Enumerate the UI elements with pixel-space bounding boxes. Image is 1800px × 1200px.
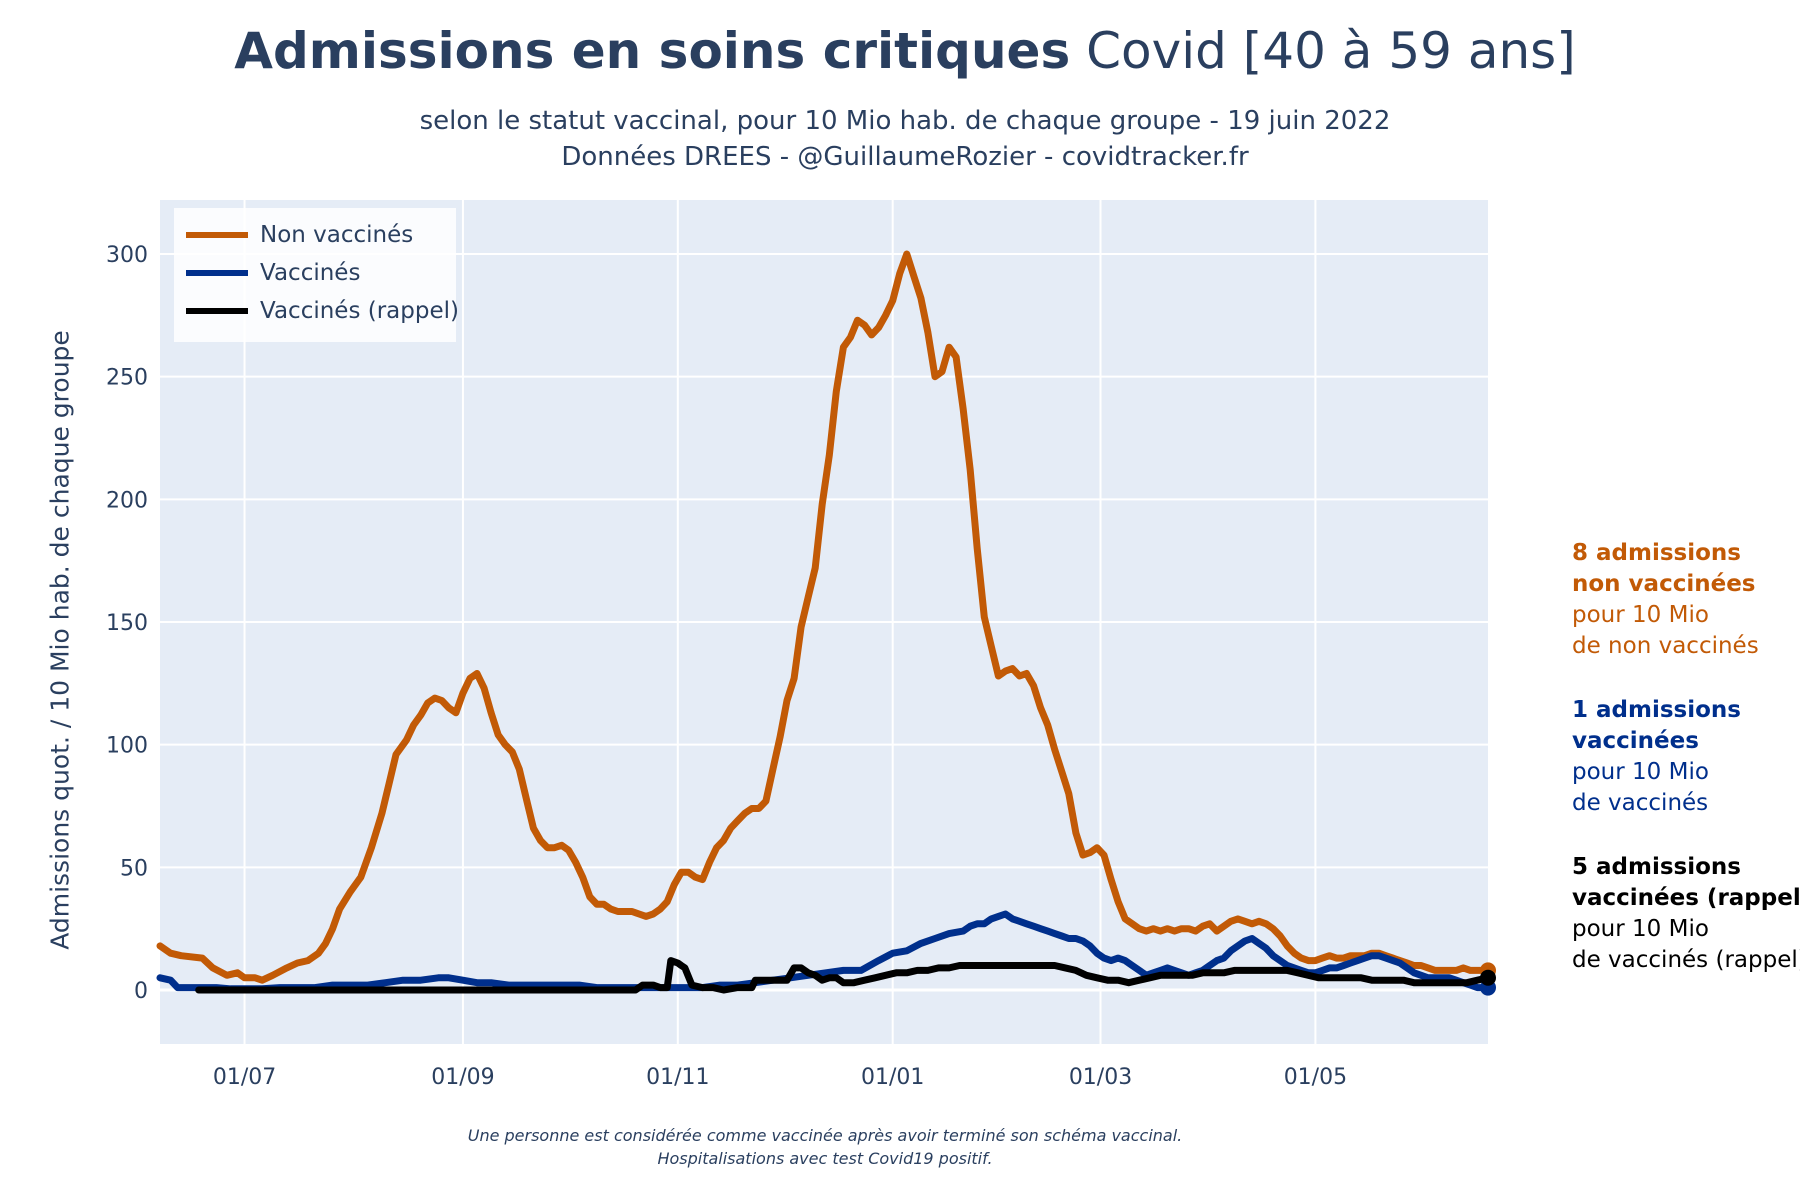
legend-swatch-non-vaccines: [186, 232, 248, 238]
legend: Non vaccinés Vaccinés Vaccinés (rappel): [174, 208, 459, 342]
series-end-markers: [1480, 962, 1496, 996]
annotation-rappel-per: pour 10 Mio: [1572, 916, 1709, 942]
annotation-non-vaccines: 8 admissions non vaccinées pour 10 Mio d…: [1572, 538, 1759, 662]
annotation-rappel-status: vaccinées (rappel): [1572, 885, 1800, 911]
chart-title: Admissions en soins critiques Covid [40 …: [0, 22, 1800, 80]
legend-swatch-vaccines: [186, 270, 248, 276]
annotation-rappel-group: de vaccinés (rappel): [1572, 947, 1800, 973]
x-tick-label: 01/05: [1284, 1065, 1347, 1090]
annotation-rappel: 5 admissions vaccinées (rappel) pour 10 …: [1572, 852, 1800, 976]
series-line-vaccines: [156, 910, 1492, 993]
y-tick-label: 250: [106, 366, 148, 391]
y-tick-labels: 0 50 100 150 200 250 300: [106, 243, 148, 1004]
y-axis-label: Admissions quot. / 10 Mio hab. de chaque…: [45, 330, 75, 950]
legend-swatch-rappel: [186, 308, 248, 314]
series-line-non-vaccines: [156, 250, 1492, 984]
legend-label-non-vaccines: Non vaccinés: [260, 222, 414, 248]
legend-label-rappel: Vaccinés (rappel): [260, 298, 459, 324]
annotation-vaccines-count: 1 admissions: [1572, 697, 1741, 723]
y-tick-label: 200: [106, 488, 148, 513]
chart-title-bold: Admissions en soins critiques: [234, 22, 1071, 80]
x-tick-label: 01/09: [431, 1065, 494, 1090]
y-tick-label: 150: [106, 611, 148, 636]
x-tick-label: 01/07: [213, 1065, 276, 1090]
annotation-non-vaccines-group: de non vaccinés: [1572, 633, 1759, 659]
legend-item-rappel[interactable]: Vaccinés (rappel): [186, 296, 459, 326]
y-tick-label: 50: [120, 856, 148, 881]
y-tick-label: 300: [106, 243, 148, 268]
x-tick-label: 01/01: [861, 1065, 924, 1090]
annotation-rappel-count: 5 admissions: [1572, 854, 1741, 880]
annotation-non-vaccines-per: pour 10 Mio: [1572, 602, 1709, 628]
annotation-vaccines-per: pour 10 Mio: [1572, 759, 1709, 785]
footnote-2: Hospitalisations avec test Covid19 posit…: [657, 1149, 993, 1168]
legend-item-non-vaccines[interactable]: Non vaccinés: [186, 220, 413, 250]
series-line-vaccines-rappel: [195, 957, 1492, 994]
series-lines: [156, 250, 1492, 994]
x-tick-label: 01/11: [646, 1065, 709, 1090]
chart-subtitle-2: Données DREES - @GuillaumeRozier - covid…: [561, 142, 1249, 172]
annotation-non-vaccines-status: non vaccinées: [1572, 571, 1756, 597]
annotation-vaccines-status: vaccinées: [1572, 728, 1699, 754]
y-tick-label: 0: [134, 979, 148, 1004]
y-tick-label: 100: [106, 734, 148, 759]
legend-item-vaccines[interactable]: Vaccinés: [186, 258, 360, 288]
series-end-marker-vaccines-rappel: [1480, 969, 1496, 986]
legend-label-vaccines: Vaccinés: [260, 260, 361, 286]
chart-subtitle-1: selon le statut vaccinal, pour 10 Mio ha…: [419, 106, 1391, 136]
annotation-vaccines-group: de vaccinés: [1572, 790, 1709, 816]
chart-title-rest: Covid [40 à 59 ans]: [1086, 22, 1576, 80]
footnote-1: Une personne est considérée comme vaccin…: [467, 1126, 1183, 1145]
annotation-vaccines: 1 admissions vaccinées pour 10 Mio de va…: [1572, 695, 1741, 819]
annotation-non-vaccines-count: 8 admissions: [1572, 540, 1741, 566]
x-tick-labels: 01/07 01/09 01/11 01/01 01/03 01/05: [213, 1065, 1347, 1090]
x-tick-label: 01/03: [1069, 1065, 1132, 1090]
